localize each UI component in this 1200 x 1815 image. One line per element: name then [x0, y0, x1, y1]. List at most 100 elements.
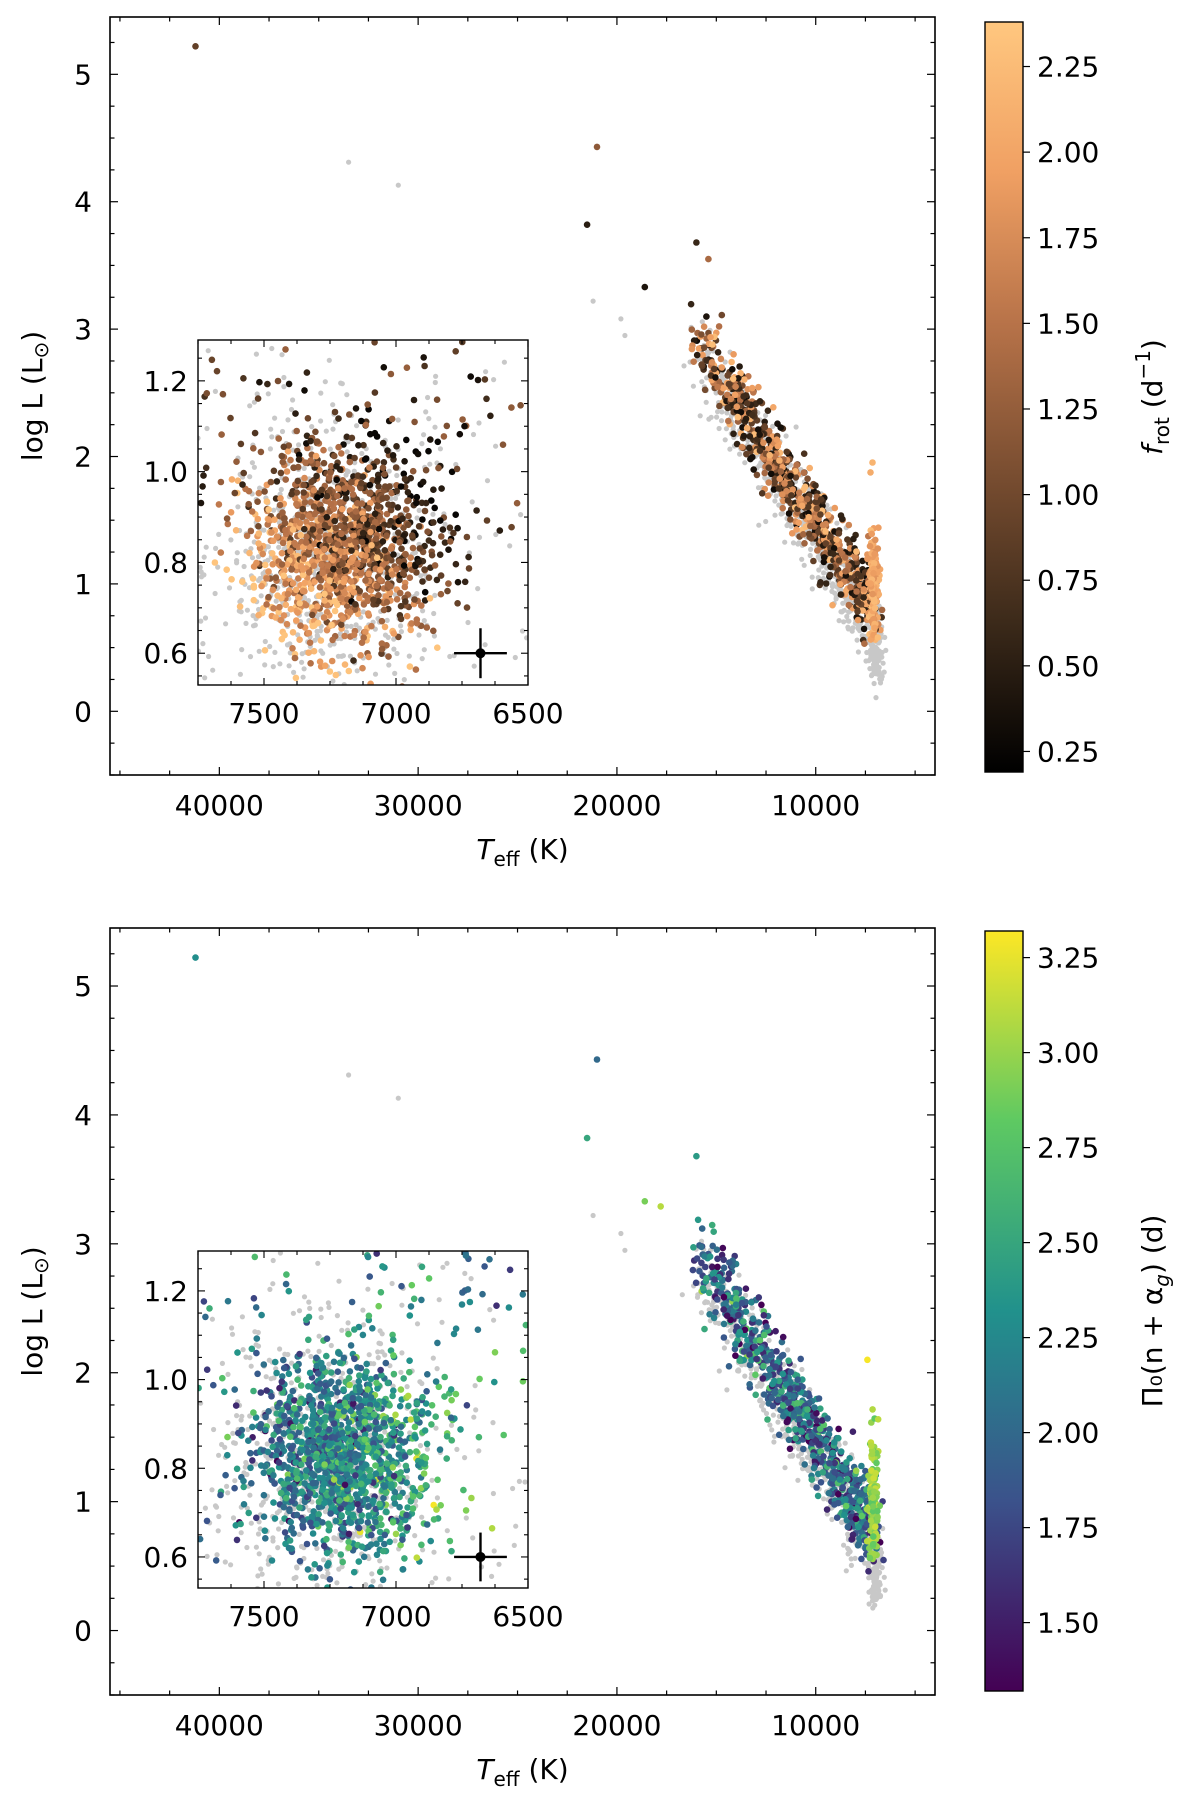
inset-star-point	[278, 549, 286, 557]
inset-gray-point	[270, 664, 276, 670]
colorbar-tick-label: 1.00	[1037, 479, 1099, 512]
star-point	[815, 1395, 823, 1402]
inset-star-point	[433, 396, 441, 404]
gray-point	[876, 664, 882, 671]
star-point	[805, 1419, 813, 1427]
inset-star-point	[385, 501, 392, 508]
star-point	[801, 483, 809, 491]
star-point	[827, 563, 834, 571]
star-point	[810, 557, 817, 565]
star-point	[765, 464, 772, 472]
inset-star-point	[338, 505, 346, 513]
inset-gray-point	[272, 415, 278, 421]
inset-star-point	[346, 458, 354, 466]
gray-point	[842, 1440, 848, 1446]
inset-star-point	[381, 623, 389, 631]
inset-star-point	[240, 375, 247, 382]
inset-x-tick-label: 7000	[360, 697, 431, 730]
gray-point	[846, 1546, 852, 1553]
inset-gray-point	[391, 636, 397, 642]
inset-star-point	[397, 483, 405, 490]
inset-gray-point	[279, 428, 286, 435]
inset-gray-point	[386, 662, 392, 668]
inset-star-point	[348, 479, 355, 486]
inset-star-point	[388, 489, 396, 497]
inset-gray-point	[338, 699, 343, 704]
inset-star-point	[299, 571, 307, 579]
inset-gray-point	[327, 446, 333, 452]
inset-star-point	[421, 362, 428, 370]
inset-gray-point	[198, 574, 205, 580]
inset-star-point	[302, 459, 309, 467]
inset-gray-point	[256, 577, 262, 584]
gray-point	[845, 626, 852, 632]
inset-gray-point	[344, 623, 350, 629]
inset-star-point	[379, 538, 387, 545]
star-point	[835, 557, 843, 564]
inset-star-point	[364, 610, 372, 617]
inset-gray-point	[212, 590, 218, 597]
star-point	[857, 1476, 864, 1483]
star-point	[775, 485, 783, 492]
inset-star-point	[402, 551, 409, 558]
inset-star-point	[311, 578, 318, 585]
inset-star-point	[270, 605, 277, 612]
gray-point	[715, 409, 721, 415]
inset-star-point	[348, 547, 355, 554]
inset-star-point	[308, 478, 315, 486]
star-point	[849, 1428, 857, 1435]
inset-star-point	[439, 526, 447, 533]
inset-star-point	[347, 578, 355, 585]
inset-star-point	[289, 526, 297, 533]
inset-star-point	[319, 569, 326, 577]
inset-star-point	[342, 495, 350, 502]
star-point	[729, 1307, 736, 1315]
inset-star-point	[289, 629, 297, 636]
inset-gray-point	[237, 599, 243, 605]
gray-point	[713, 390, 719, 396]
inset-star-point	[352, 539, 359, 546]
gray-point	[875, 1585, 881, 1591]
gray-point	[724, 1339, 730, 1345]
inset-gray-point	[241, 563, 247, 570]
inset-gray-point	[203, 544, 209, 550]
y-tick-label: 1	[74, 568, 92, 601]
inset-star-point	[303, 518, 310, 526]
star-point	[836, 546, 844, 554]
inset-star-point	[217, 549, 225, 556]
inset-star-point	[268, 529, 275, 536]
inset-star-point	[269, 586, 277, 594]
inset-star-point	[374, 502, 382, 510]
inset-gray-point	[351, 468, 357, 474]
inset-star-point	[323, 608, 331, 616]
gray-point	[698, 1310, 705, 1316]
star-point	[874, 545, 882, 552]
inset-gray-point	[238, 609, 244, 615]
inset-star-point	[465, 565, 473, 572]
inset-star-point	[297, 622, 304, 629]
star-point	[703, 313, 710, 320]
inset-gray-point	[249, 460, 255, 466]
gray-point	[869, 1594, 875, 1600]
inset-star-point	[424, 528, 431, 535]
gray-point	[810, 540, 816, 546]
star-point	[856, 581, 864, 589]
inset-gray-point	[353, 622, 359, 628]
inset-star-point	[390, 630, 398, 637]
star-point	[748, 1299, 755, 1306]
inset-gray-point	[401, 677, 407, 683]
inset-star-point	[326, 577, 333, 584]
gray-point	[771, 1433, 778, 1439]
inset-star-point	[310, 562, 318, 569]
star-point	[817, 511, 824, 518]
inset-gray-point	[223, 621, 229, 627]
star-point	[835, 1425, 842, 1433]
star-point	[777, 424, 784, 431]
star-point	[710, 365, 718, 373]
inset-gray-point	[416, 632, 422, 638]
inset-gray-point	[491, 377, 497, 383]
inset-star-point	[291, 654, 299, 662]
inset-gray-point	[318, 418, 324, 424]
inset-gray-point	[354, 423, 360, 429]
